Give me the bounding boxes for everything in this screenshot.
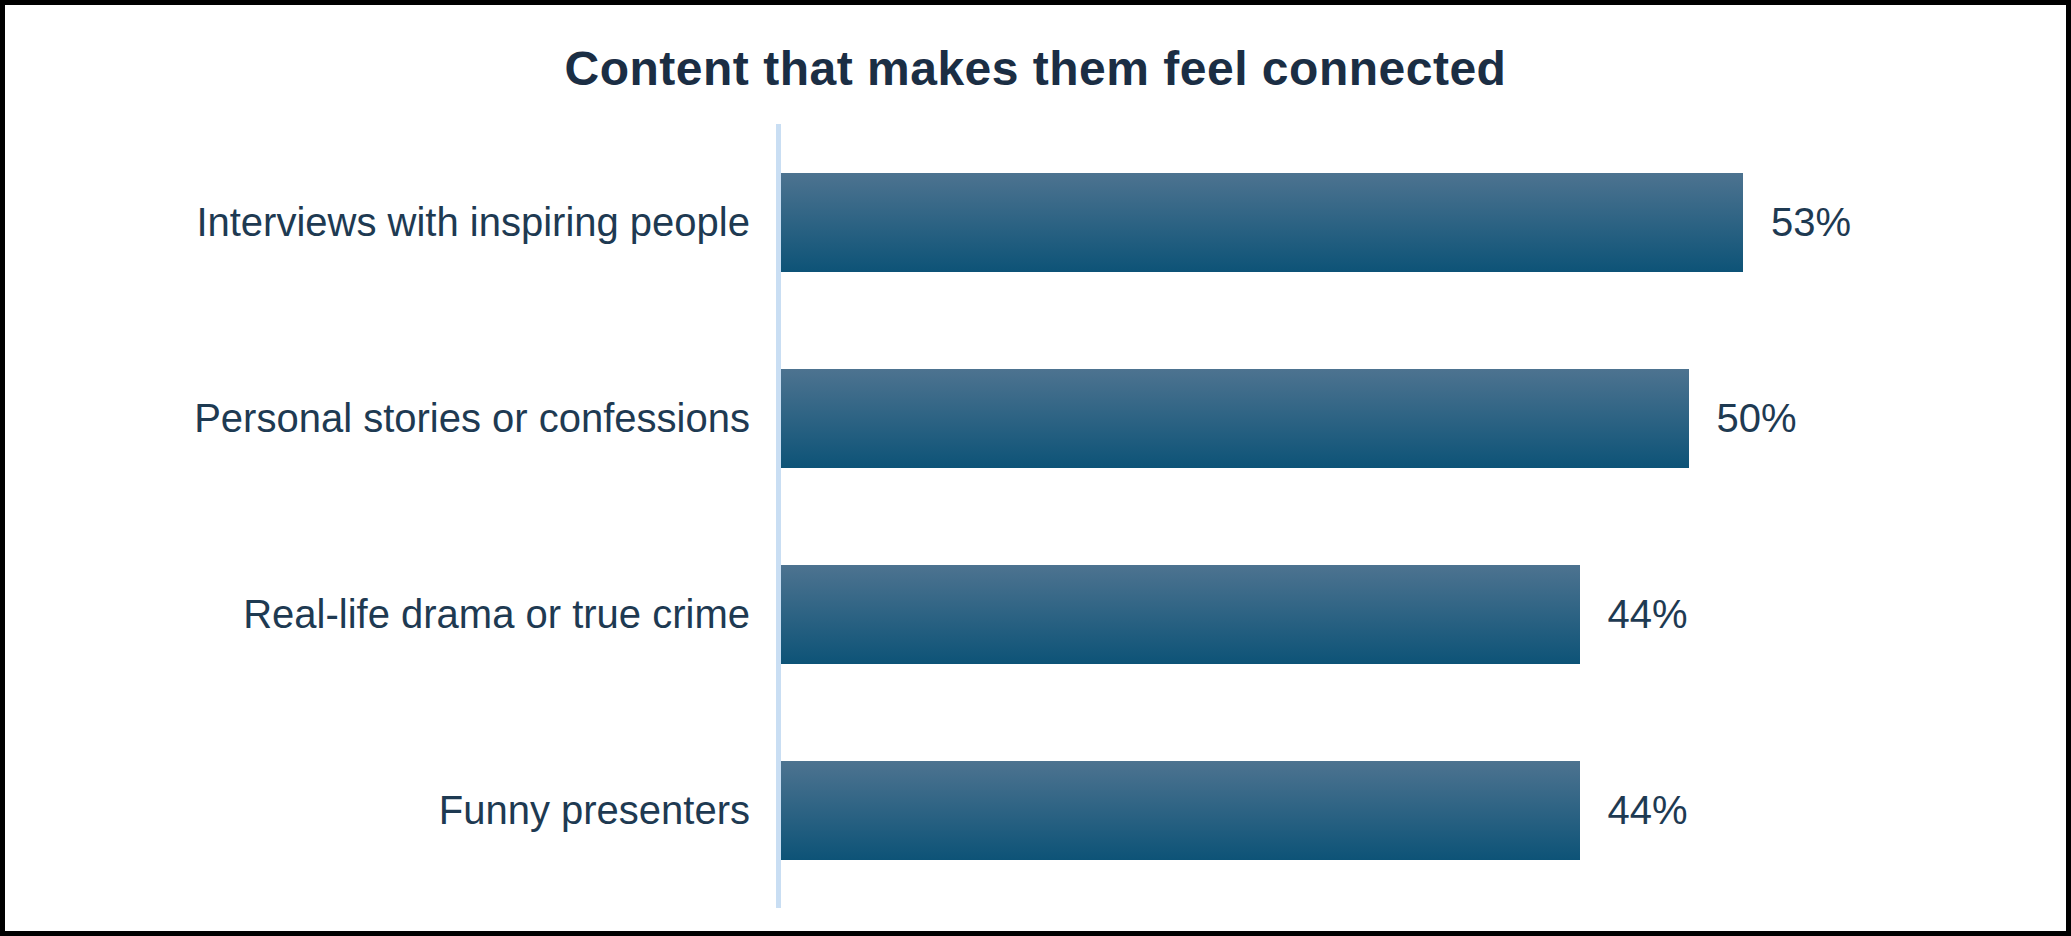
value-label: 44%: [1608, 788, 1688, 833]
bar-row: Interviews with inspiring people 53%: [5, 124, 2066, 320]
bar: [781, 761, 1580, 860]
category-label: Real-life drama or true crime: [5, 591, 750, 637]
bar: [781, 173, 1743, 272]
chart-container: Content that makes them feel connected I…: [0, 0, 2071, 936]
bar-rows: Interviews with inspiring people 53% Perso…: [5, 124, 2066, 908]
bar-track: 50%: [781, 369, 2066, 468]
bar-row: Funny presenters 44%: [5, 712, 2066, 908]
bar-row: Real-life drama or true crime 44%: [5, 516, 2066, 712]
bar: [781, 369, 1689, 468]
bar-row: Personal stories or confessions 50%: [5, 320, 2066, 516]
bar-track: 44%: [781, 565, 2066, 664]
category-label: Funny presenters: [5, 787, 750, 833]
value-label: 53%: [1771, 200, 1851, 245]
value-label: 50%: [1717, 396, 1797, 441]
chart-title: Content that makes them feel connected: [5, 41, 2066, 96]
bar-track: 44%: [781, 761, 2066, 860]
category-label: Personal stories or confessions: [5, 395, 750, 441]
bar-track: 53%: [781, 173, 2066, 272]
category-label: Interviews with inspiring people: [5, 199, 750, 245]
value-label: 44%: [1608, 592, 1688, 637]
bar: [781, 565, 1580, 664]
